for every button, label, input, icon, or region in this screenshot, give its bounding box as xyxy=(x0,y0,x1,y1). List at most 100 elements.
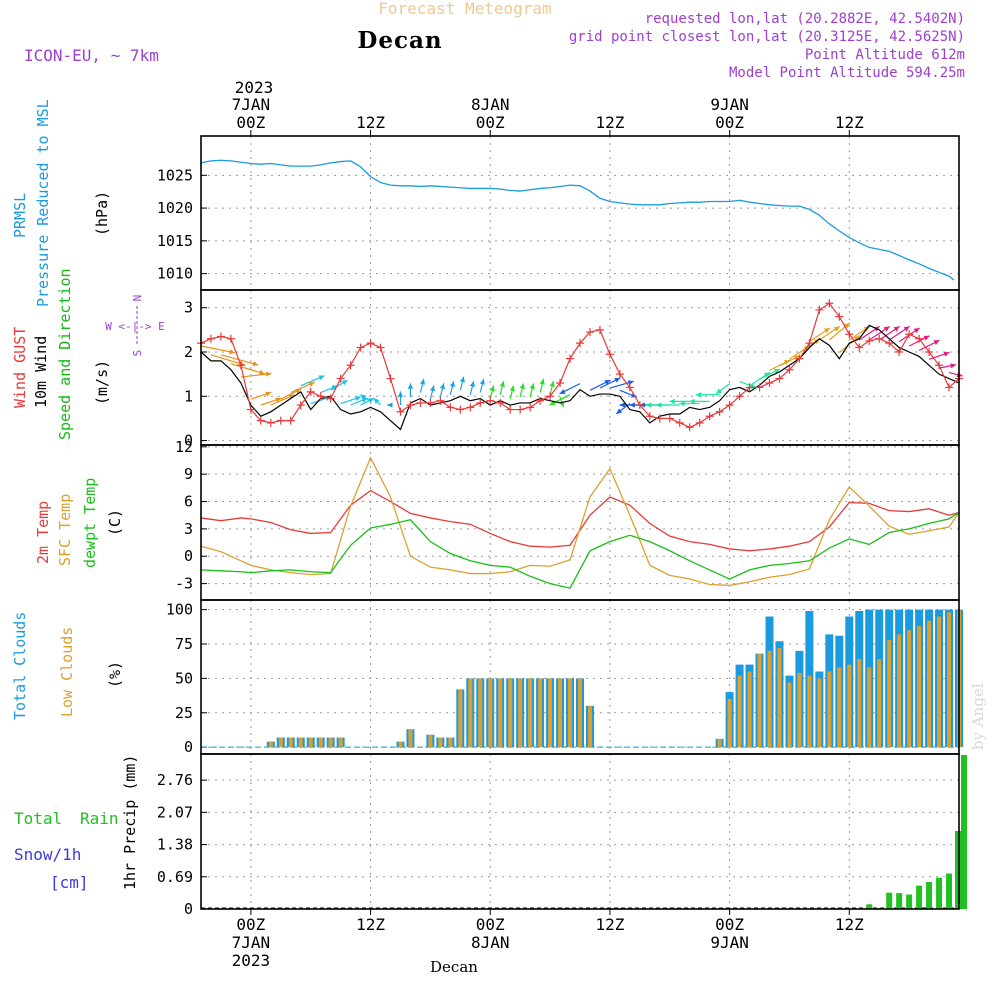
gust-marker xyxy=(725,401,734,410)
gust-marker xyxy=(785,365,794,374)
clouds-ytick-label: 100 xyxy=(166,601,193,619)
wind-ytick-label: 3 xyxy=(184,299,193,317)
wind-arrow-head xyxy=(439,383,445,390)
wind-arrow-head xyxy=(519,383,525,390)
low-cloud-bar xyxy=(488,678,493,748)
precip-ytick-label: 1.38 xyxy=(157,836,193,854)
rain-bar xyxy=(916,885,923,909)
wind-arrow-head xyxy=(689,398,695,404)
wind-direction-arrow xyxy=(888,325,910,341)
wind-arrow-head xyxy=(397,391,404,397)
wind-direction-arrow xyxy=(868,325,890,341)
wind-direction-arrow xyxy=(819,325,841,341)
wind-arrow-head xyxy=(229,349,235,355)
wind-direction-arrow xyxy=(918,339,940,351)
gust-marker xyxy=(735,392,744,401)
bottom-axis-label: 12Z xyxy=(356,915,385,934)
low-cloud-bar xyxy=(578,678,582,748)
wind-direction-arrow xyxy=(669,398,690,404)
low-cloud-bar xyxy=(438,737,443,748)
low-cloud-bar xyxy=(318,737,323,748)
gust-marker xyxy=(805,339,814,348)
wind-direction-arrow xyxy=(948,371,963,378)
percent-label: (%) xyxy=(106,661,124,688)
gust-marker xyxy=(945,383,954,392)
bottom-axis-label: 8JAN xyxy=(471,933,510,952)
wind-direction-arrow xyxy=(828,322,851,341)
wind-arrow-head xyxy=(275,397,282,403)
top-axis-label: 7JAN xyxy=(232,95,271,114)
gust-marker xyxy=(426,398,435,407)
wind-direction-arrow xyxy=(300,375,325,387)
rain-bar xyxy=(955,831,962,909)
wind-direction-arrow xyxy=(559,383,581,395)
wind-ytick-label: 2 xyxy=(184,343,193,361)
low-cloud-bar xyxy=(428,734,433,748)
low-cloud-bar xyxy=(328,737,333,748)
temp-ytick-label: 0 xyxy=(184,547,193,565)
low-cloud-bar xyxy=(308,737,313,748)
gust-marker xyxy=(905,330,914,339)
wind-direction-arrow xyxy=(230,363,266,375)
gust-marker xyxy=(546,392,555,401)
low-cloud-bar xyxy=(947,612,952,748)
gust-marker xyxy=(745,383,754,392)
gust-marker xyxy=(625,383,634,392)
gust-marker xyxy=(366,339,375,348)
gust-marker xyxy=(486,396,495,405)
gust-marker xyxy=(685,423,694,432)
gust-marker xyxy=(605,350,614,359)
rain-bar xyxy=(936,877,943,909)
wind-arrow-head xyxy=(258,369,265,375)
wind-arrow-head xyxy=(549,400,556,405)
low-cloud-bar xyxy=(558,678,563,748)
wind-arrow-head xyxy=(843,323,850,329)
model-label: ICON-EU, ~ 7km xyxy=(24,46,159,65)
wind-direction-arrow xyxy=(655,402,680,408)
wind-direction-arrow xyxy=(250,391,272,400)
wind-direction-arrow xyxy=(407,383,414,397)
wind-arrow-head xyxy=(604,380,611,385)
gust-marker xyxy=(246,405,255,414)
wind-arrow-head xyxy=(509,385,515,392)
rain-bar xyxy=(886,892,893,909)
point-altitude: Point Altitude 612m xyxy=(805,47,965,63)
gust-marker xyxy=(346,361,355,370)
wind-direction-arrow xyxy=(928,351,950,360)
low-cloud-bar xyxy=(797,672,802,748)
wind-direction-arrow xyxy=(220,354,259,367)
top-axis-label: 12Z xyxy=(835,113,864,132)
low-cloud-bar xyxy=(548,678,553,748)
wind-direction-arrow xyxy=(429,385,436,400)
gust-marker xyxy=(556,379,565,387)
wind-arrow-head xyxy=(449,381,455,387)
precip-labels: Total Rain Snow/1h [cm] 1hr Precip (mm) xyxy=(14,755,139,892)
low-clouds-label: Low Clouds xyxy=(58,627,76,717)
rain-bar xyxy=(960,754,967,909)
wind-arrow-head xyxy=(655,402,662,408)
cloud-labels: Total Clouds Low Clouds (%) xyxy=(11,612,124,720)
rain-bar xyxy=(906,894,913,909)
gust-marker xyxy=(815,305,824,314)
bottom-axis-label: 7JAN xyxy=(232,933,271,952)
gust-marker xyxy=(456,405,465,414)
wind-direction-arrow xyxy=(340,396,362,405)
low-cloud-bar xyxy=(737,675,742,748)
wind-arrow-shaft xyxy=(230,363,266,375)
pressure-frame xyxy=(200,135,960,291)
wind-frame xyxy=(200,289,960,446)
wind-arrow-head xyxy=(950,363,957,369)
bottom-axis-label: 12Z xyxy=(595,915,624,934)
wind10m-label: 10m Wind xyxy=(32,336,50,408)
gust-marker xyxy=(755,383,764,392)
wind-direction-arrow xyxy=(439,383,445,398)
gust-marker xyxy=(266,418,275,427)
clouds-ytick-label: 0 xyxy=(184,738,193,756)
wind-direction-arrow xyxy=(397,391,404,405)
gust-marker xyxy=(216,332,225,341)
wind-arrow-head xyxy=(360,394,367,400)
gust-marker xyxy=(396,407,405,416)
bottom-axis-label: 00Z xyxy=(476,915,505,934)
wind-direction-arrow xyxy=(689,398,710,404)
